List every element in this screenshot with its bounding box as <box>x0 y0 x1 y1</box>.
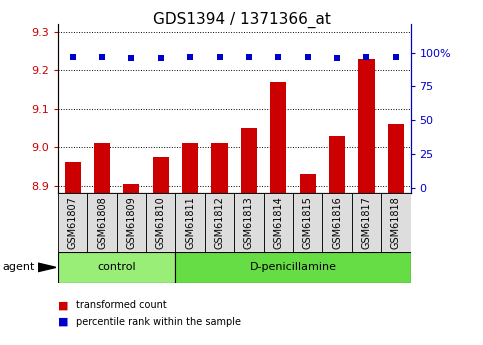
Point <box>128 55 135 61</box>
Point <box>98 54 106 59</box>
Text: ■: ■ <box>58 317 69 326</box>
Point <box>69 54 76 59</box>
Text: GSM61807: GSM61807 <box>68 196 78 249</box>
Text: agent: agent <box>2 263 35 272</box>
Point <box>304 54 312 59</box>
Bar <box>123 184 140 193</box>
Text: GSM61809: GSM61809 <box>127 196 136 249</box>
Text: GDS1394 / 1371366_at: GDS1394 / 1371366_at <box>153 12 330 28</box>
Bar <box>358 59 374 193</box>
Text: GSM61815: GSM61815 <box>303 196 313 249</box>
Text: GSM61808: GSM61808 <box>97 196 107 249</box>
Point <box>333 55 341 61</box>
Point <box>157 55 165 61</box>
Bar <box>175 252 411 283</box>
Bar <box>153 157 169 193</box>
Point <box>392 54 400 59</box>
Bar <box>388 124 404 193</box>
Bar <box>329 136 345 193</box>
Text: percentile rank within the sample: percentile rank within the sample <box>76 317 242 326</box>
Bar <box>212 143 227 193</box>
Bar <box>205 193 234 252</box>
Text: GSM61811: GSM61811 <box>185 196 195 249</box>
Text: ■: ■ <box>58 300 69 310</box>
Bar <box>182 143 198 193</box>
Text: transformed count: transformed count <box>76 300 167 310</box>
Point <box>186 54 194 59</box>
Bar <box>58 193 87 252</box>
Bar <box>241 128 257 193</box>
Point <box>245 54 253 59</box>
Text: GSM61810: GSM61810 <box>156 196 166 249</box>
Text: GSM61813: GSM61813 <box>244 196 254 249</box>
Text: D-penicillamine: D-penicillamine <box>250 263 337 272</box>
Bar <box>234 193 264 252</box>
Bar <box>352 193 381 252</box>
Text: GSM61812: GSM61812 <box>214 196 225 249</box>
Text: GSM61817: GSM61817 <box>361 196 371 249</box>
Bar <box>270 82 286 193</box>
Polygon shape <box>38 263 56 272</box>
Bar <box>117 193 146 252</box>
Bar <box>293 193 323 252</box>
Text: GSM61814: GSM61814 <box>273 196 284 249</box>
Bar <box>94 143 110 193</box>
Bar <box>323 193 352 252</box>
Bar <box>65 162 81 193</box>
Text: GSM61818: GSM61818 <box>391 196 401 249</box>
Point <box>216 54 224 59</box>
Point <box>363 54 370 59</box>
Text: control: control <box>98 263 136 272</box>
Bar <box>175 193 205 252</box>
Point <box>274 54 282 59</box>
Bar <box>264 193 293 252</box>
Bar <box>146 193 175 252</box>
Bar <box>381 193 411 252</box>
Bar <box>58 252 175 283</box>
Text: GSM61816: GSM61816 <box>332 196 342 249</box>
Bar <box>87 193 117 252</box>
Bar <box>299 174 316 193</box>
